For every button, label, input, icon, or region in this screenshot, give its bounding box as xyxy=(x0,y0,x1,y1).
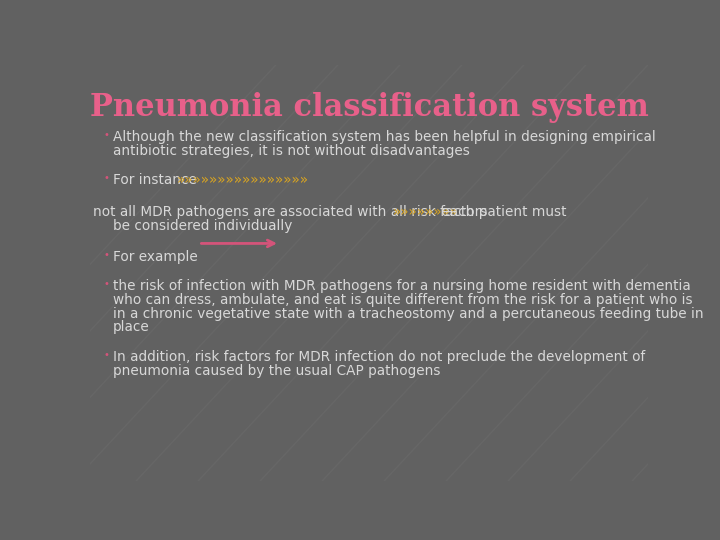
Text: in a chronic vegetative state with a tracheostomy and a percutaneous feeding tub: in a chronic vegetative state with a tra… xyxy=(113,307,704,321)
Text: be considered individually: be considered individually xyxy=(113,219,292,233)
Text: •: • xyxy=(104,279,110,289)
Text: In addition, risk factors for MDR infection do not preclude the development of: In addition, risk factors for MDR infect… xyxy=(113,350,646,364)
Text: Pneumonia classification system: Pneumonia classification system xyxy=(89,92,649,123)
Text: Although the new classification system has been helpful in designing empirical: Although the new classification system h… xyxy=(113,130,656,144)
Text: •: • xyxy=(104,173,110,183)
Text: •: • xyxy=(104,350,110,360)
Text: For example: For example xyxy=(113,249,198,264)
Text: •: • xyxy=(104,249,110,260)
Text: •: • xyxy=(104,130,110,140)
Text: For instance: For instance xyxy=(113,173,197,187)
Text: who can dress, ambulate, and eat is quite different from the risk for a patient : who can dress, ambulate, and eat is quit… xyxy=(113,293,693,307)
Text: »»»»»»»»: »»»»»»»» xyxy=(392,205,458,219)
Text: the risk of infection with MDR pathogens for a nursing home resident with dement: the risk of infection with MDR pathogens… xyxy=(113,279,691,293)
Text: »»»»»»»»»»»»»»»»: »»»»»»»»»»»»»»»» xyxy=(177,173,309,187)
Text: each patient must: each patient must xyxy=(437,205,567,219)
Text: place: place xyxy=(113,320,150,334)
Text: not all MDR pathogens are associated with all risk factors: not all MDR pathogens are associated wit… xyxy=(93,205,487,219)
Text: pneumonia caused by the usual CAP pathogens: pneumonia caused by the usual CAP pathog… xyxy=(113,363,441,377)
Text: antibiotic strategies, it is not without disadvantages: antibiotic strategies, it is not without… xyxy=(113,144,470,158)
